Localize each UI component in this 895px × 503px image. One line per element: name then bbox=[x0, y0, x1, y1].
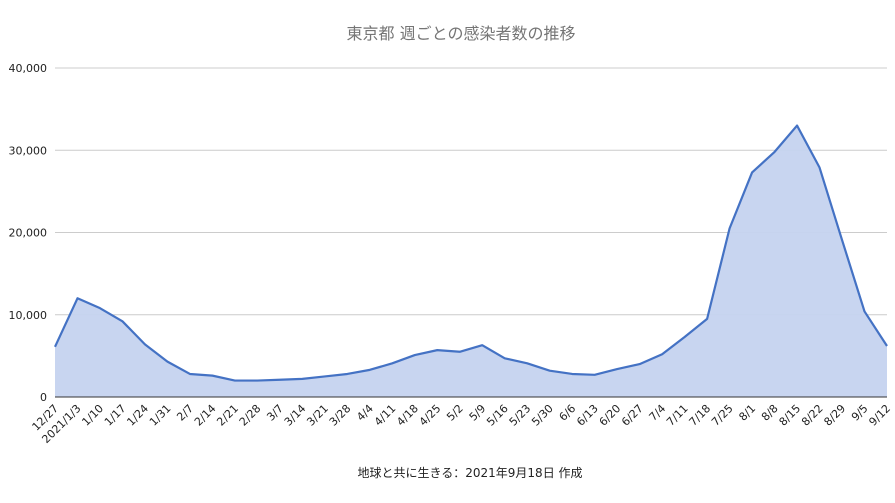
chart-caption: 地球と共に生きる：2021年9月18日 作成 bbox=[357, 466, 582, 480]
x-tick-label: 6/20 bbox=[597, 402, 624, 429]
x-tick-label: 5/23 bbox=[507, 402, 534, 429]
x-tick-label: 7/11 bbox=[664, 402, 691, 429]
x-tick-label: 8/29 bbox=[821, 402, 848, 429]
y-axis-ticks: 0 10,000 20,000 30,000 40,000 bbox=[9, 62, 48, 404]
x-tick-label: 2/14 bbox=[192, 402, 219, 429]
x-tick-label: 9/12 bbox=[866, 402, 893, 429]
x-tick-label: 4/25 bbox=[417, 402, 444, 429]
x-tick-label: 3/28 bbox=[327, 402, 354, 429]
x-tick-label: 6/13 bbox=[574, 402, 601, 429]
series-line bbox=[54, 124, 888, 382]
x-tick-label: 4/18 bbox=[394, 402, 421, 429]
x-tick-label: 5/2 bbox=[444, 402, 466, 424]
y-tick-label: 30,000 bbox=[9, 144, 48, 157]
x-tick-label: 1/17 bbox=[102, 402, 129, 429]
x-tick-label: 5/30 bbox=[529, 402, 556, 429]
x-tick-label: 8/1 bbox=[736, 402, 758, 424]
x-tick-label: 1/31 bbox=[147, 402, 174, 429]
x-tick-label: 6/27 bbox=[619, 402, 646, 429]
chart-title: 東京都 週ごとの感染者数の推移 bbox=[347, 24, 576, 43]
series-area-fill bbox=[55, 125, 887, 397]
x-tick-label: 1/24 bbox=[124, 402, 151, 429]
x-tick-label: 7/25 bbox=[709, 402, 736, 429]
x-tick-label: 2/28 bbox=[237, 402, 264, 429]
x-tick-label: 7/18 bbox=[687, 402, 714, 429]
y-tick-label: 0 bbox=[40, 391, 47, 404]
y-tick-label: 10,000 bbox=[9, 309, 48, 322]
x-tick-label: 8/22 bbox=[799, 402, 826, 429]
data-points bbox=[54, 125, 888, 381]
y-tick-label: 20,000 bbox=[9, 227, 48, 240]
x-tick-label: 3/21 bbox=[304, 402, 331, 429]
x-tick-label: 2/21 bbox=[214, 402, 241, 429]
y-tick-label: 40,000 bbox=[9, 62, 48, 75]
x-tick-label: 1/10 bbox=[79, 402, 106, 429]
x-tick-label: 3/14 bbox=[282, 402, 309, 429]
x-tick-label: 4/11 bbox=[372, 402, 399, 429]
x-tick-label: 5/16 bbox=[484, 402, 511, 429]
x-tick-label: 8/15 bbox=[777, 402, 804, 429]
